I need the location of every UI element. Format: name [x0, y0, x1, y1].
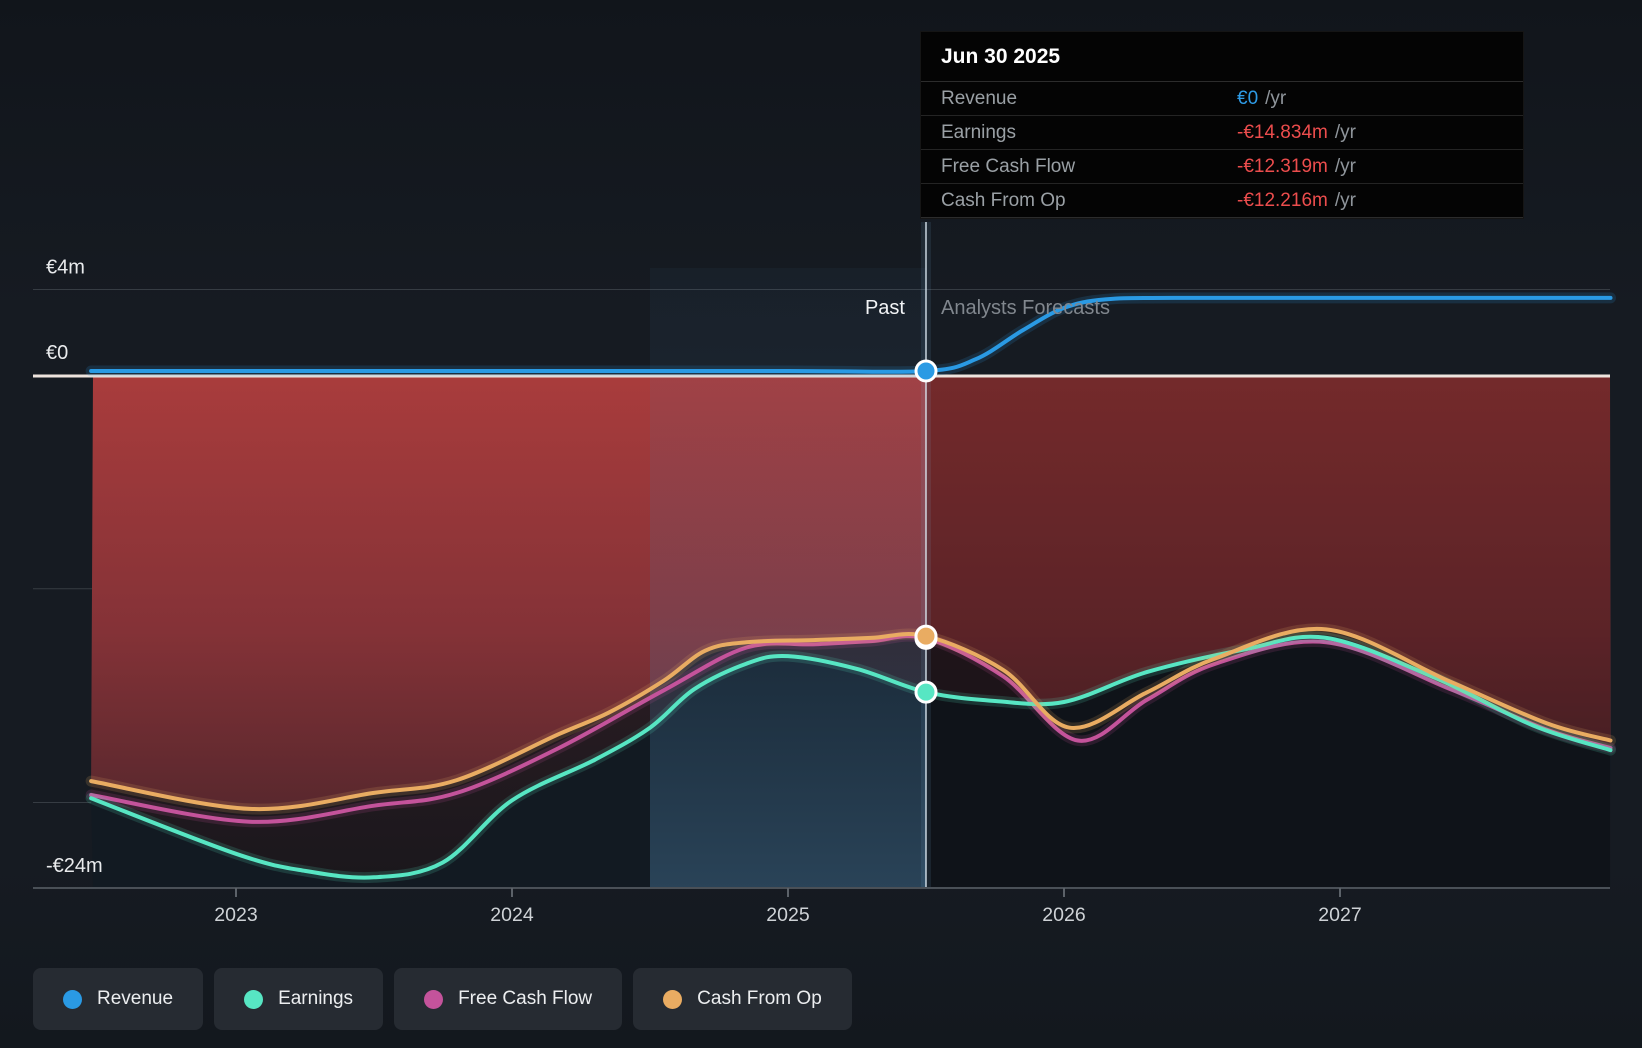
- tooltip-value: -€12.216m: [1237, 189, 1328, 211]
- tooltip-row-earnings: Earnings -€14.834m /yr: [921, 116, 1523, 150]
- svg-text:€4m: €4m: [46, 257, 85, 279]
- tooltip-value: -€14.834m: [1237, 121, 1328, 143]
- svg-text:2025: 2025: [766, 904, 810, 926]
- cash-from-op-dot-icon: [663, 989, 683, 1009]
- tooltip-row-cash-from-op: Cash From Op -€12.216m /yr: [921, 184, 1523, 218]
- legend-item-cash-from-op[interactable]: Cash From Op: [633, 968, 852, 1030]
- tooltip-label: Earnings: [941, 121, 1016, 143]
- tooltip-unit: /yr: [1265, 87, 1287, 109]
- tooltip-row-revenue: Revenue €0 /yr: [921, 82, 1523, 116]
- svg-text:-€24m: -€24m: [46, 855, 103, 877]
- legend-item-revenue[interactable]: Revenue: [33, 968, 204, 1030]
- tooltip-label: Revenue: [941, 87, 1018, 109]
- analysts-forecasts-region-label: Analysts Forecasts: [941, 297, 1110, 319]
- tooltip-date: Jun 30 2025: [921, 32, 1523, 82]
- chart-legend: Revenue Earnings Free Cash Flow Cash Fro…: [33, 968, 852, 1030]
- tooltip-unit: /yr: [1334, 121, 1356, 143]
- tooltip-row-free-cash-flow: Free Cash Flow -€12.319m /yr: [921, 150, 1523, 184]
- svg-text:€0: €0: [46, 342, 68, 364]
- legend-item-earnings[interactable]: Earnings: [214, 968, 384, 1030]
- svg-text:2024: 2024: [490, 904, 534, 926]
- tooltip-label: Cash From Op: [941, 189, 1066, 211]
- tooltip-value: €0: [1237, 87, 1259, 109]
- tooltip-label: Free Cash Flow: [941, 155, 1076, 177]
- svg-text:2026: 2026: [1042, 904, 1085, 926]
- past-region-label: Past: [864, 297, 905, 319]
- legend-label: Earnings: [278, 988, 354, 1009]
- tooltip-value: -€12.319m: [1237, 155, 1328, 177]
- tooltip-unit: /yr: [1334, 189, 1356, 211]
- svg-text:2023: 2023: [214, 904, 257, 926]
- earnings-dot-icon: [244, 989, 264, 1009]
- legend-label: Revenue: [97, 988, 174, 1009]
- svg-text:2027: 2027: [1318, 904, 1361, 926]
- legend-label: Cash From Op: [697, 988, 822, 1009]
- legend-item-free-cash-flow[interactable]: Free Cash Flow: [394, 968, 623, 1030]
- hover-tooltip: Jun 30 2025 Revenue €0 /yr Earnings -€14…: [920, 31, 1524, 219]
- tooltip-unit: /yr: [1334, 155, 1356, 177]
- revenue-dot-icon: [63, 989, 82, 1009]
- free-cash-flow-dot-icon: [424, 989, 444, 1009]
- legend-label: Free Cash Flow: [458, 988, 593, 1009]
